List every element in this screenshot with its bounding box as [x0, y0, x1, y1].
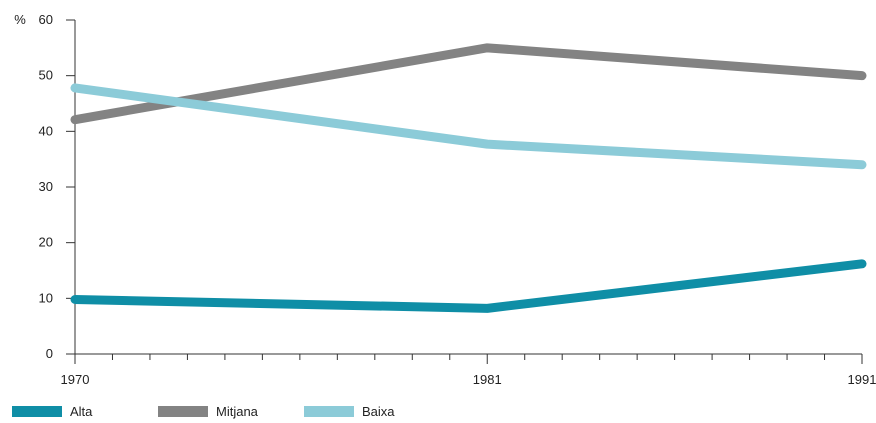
- y-tick-label: 50: [39, 68, 53, 83]
- x-tick-label: 1981: [473, 372, 502, 387]
- line-chart: % 0 10 20 30 40 50 60 1970 1981 1991: [14, 12, 876, 387]
- series-line-baixa: [70, 83, 867, 170]
- legend-swatch-alta: [12, 405, 62, 417]
- x-tick-label: 1970: [61, 372, 90, 387]
- y-tick-label: 40: [39, 123, 53, 138]
- legend-item-baixa: Baixa: [304, 402, 395, 420]
- legend-swatch-baixa: [304, 405, 354, 417]
- axes: 0 10 20 30 40 50 60 1970 1981 1991: [39, 12, 876, 387]
- legend-label-baixa: Baixa: [362, 403, 395, 419]
- legend-label-alta: Alta: [70, 403, 93, 419]
- y-tick-label: 0: [46, 346, 53, 361]
- series-line-alta: [70, 259, 867, 313]
- y-axis-unit-label: %: [14, 12, 26, 27]
- legend-swatch-mitjana: [158, 405, 208, 417]
- legend-item-mitjana: Mitjana: [158, 402, 258, 420]
- legend-item-alta: Alta: [12, 402, 92, 420]
- series-line-mitjana: [70, 43, 867, 125]
- y-tick-label: 20: [39, 235, 53, 250]
- legend: Alta Mitjana Baixa: [12, 402, 712, 420]
- y-tick-label: 10: [39, 290, 53, 305]
- x-tick-label: 1991: [848, 372, 876, 387]
- y-tick-label: 60: [39, 12, 53, 27]
- y-tick-label: 30: [39, 179, 53, 194]
- legend-label-mitjana: Mitjana: [216, 403, 258, 419]
- series-lines: [70, 43, 867, 313]
